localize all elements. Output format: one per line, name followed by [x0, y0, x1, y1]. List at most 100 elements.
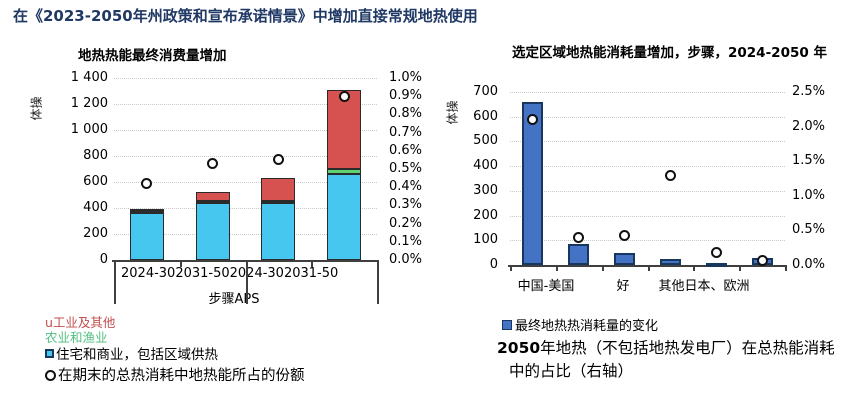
- legend-share-label: 在期末的总热消耗中地热能所占的份额: [58, 368, 305, 384]
- right-axis-tick-label: 0.2%: [389, 215, 423, 231]
- left-chart-y-axis-label: 体操: [29, 96, 44, 121]
- bar-segment: [195, 200, 230, 204]
- legend-residential-label: 住宅和商业，包括区域供热: [56, 347, 218, 363]
- share-dot: [527, 114, 539, 126]
- x-axis-label: 好: [616, 279, 630, 294]
- left-axis-tick-label: 400: [473, 158, 498, 174]
- left-axis-tick-label: 600: [473, 108, 498, 124]
- share-dot: [664, 169, 676, 181]
- x-axis-label: 2024-302031-502024-302031-50: [121, 266, 339, 281]
- x-axis-label: 中国-美国: [517, 279, 575, 294]
- left-axis-tick-label: 400: [83, 200, 108, 215]
- share-dot: [756, 254, 768, 266]
- left-axis-tick-label: 1 000: [70, 122, 108, 137]
- legend-industry-label: u工业及其他: [45, 315, 116, 330]
- x-axis-group-tick: [245, 260, 248, 304]
- legend-share-dot: 在期末的总热消耗中地热能所占的份额: [45, 364, 305, 385]
- x-axis-tick: [179, 260, 182, 267]
- bar-segment: [327, 174, 362, 260]
- x-axis-tick: [647, 265, 650, 271]
- bar: [659, 258, 681, 265]
- right-axis-tick-label: 0.5%: [389, 161, 423, 176]
- x-axis-group-tick: [377, 260, 379, 304]
- legend-agriculture-label: 农业和渔业: [45, 330, 108, 345]
- gridline: [510, 215, 785, 217]
- gridline: [510, 116, 785, 118]
- bar-segment: [129, 211, 164, 214]
- caption-year: 2050: [497, 339, 541, 357]
- bar-segment: [129, 208, 164, 212]
- gridline: [510, 92, 785, 93]
- right-axis-tick-label: 0.0%: [792, 257, 826, 272]
- legend-industry-and-others: u工业及其他: [45, 312, 115, 331]
- gridline: [510, 190, 785, 192]
- bar: [568, 243, 590, 265]
- page-title: 在《2023-2050年州政策和宣布承诺情景》中增加直接常规地热使用: [13, 7, 478, 25]
- bar: [614, 252, 636, 265]
- right-axis-tick-label: 1.0%: [792, 187, 826, 203]
- right-axis-tick-label: 0.9%: [389, 88, 423, 104]
- share-dot: [619, 229, 631, 241]
- right-axis-tick-label: 0.7%: [389, 124, 423, 140]
- right-axis-tick-label: 0.6%: [389, 142, 423, 158]
- left-chart-title: 地热热能最终消费量增加: [78, 48, 227, 64]
- right-axis-tick-label: 2.0%: [792, 118, 826, 134]
- bar-segment: [261, 203, 296, 260]
- right-axis-tick-label: 1.5%: [792, 153, 826, 169]
- bar-segment: [261, 200, 296, 204]
- gridline: [510, 141, 785, 143]
- right-axis-tick-label: 2.5%: [792, 84, 826, 99]
- caption-text: 年地热（不包括地热发电厂）在总热能消耗中的占比（右轴）: [509, 339, 835, 380]
- share-dot: [710, 247, 722, 259]
- legend-agriculture-fishery: 农业和渔业: [45, 327, 108, 346]
- right-axis-tick-label: 1.0%: [389, 70, 423, 85]
- left-axis-tick-label: 300: [473, 182, 498, 198]
- left-axis-tick-label: 700: [473, 84, 498, 99]
- x-axis-label: 步骤APS: [208, 292, 260, 307]
- x-axis-label: 其他日本、欧洲: [658, 279, 750, 294]
- left-axis-tick-label: 200: [473, 207, 498, 223]
- gridline: [510, 240, 785, 242]
- x-axis-group-tick: [114, 260, 116, 304]
- x-axis-tick: [601, 265, 604, 271]
- share-dot: [272, 154, 284, 166]
- left-axis-tick-label: 1 400: [70, 70, 108, 85]
- x-axis-tick: [510, 265, 512, 271]
- gridline: [510, 166, 785, 168]
- gridline: [114, 208, 377, 209]
- x-axis-tick: [739, 265, 742, 271]
- x-axis-tick: [555, 265, 558, 271]
- left-axis-tick-label: 500: [473, 133, 498, 149]
- bar: [522, 101, 544, 265]
- legend-final-consumption-label: 最终地热热消耗量的变化: [515, 319, 659, 334]
- residential-legend-square-icon: [45, 349, 54, 358]
- x-axis-tick: [311, 260, 314, 267]
- bar-legend-square-icon: [502, 320, 512, 330]
- right-axis-tick-label: 0.1%: [389, 233, 423, 249]
- gridline: [114, 156, 377, 157]
- gridline: [114, 130, 377, 131]
- left-axis-tick-label: 0: [99, 252, 108, 267]
- gridline: [114, 234, 377, 235]
- right-chart-title: 选定区域地热能消耗量增加，步骤，2024-2050 年: [512, 45, 827, 61]
- bar-segment: [327, 169, 362, 175]
- left-axis-tick-label: 200: [83, 226, 108, 241]
- gridline: [114, 104, 377, 105]
- bar-segment: [195, 192, 230, 201]
- share-dot: [573, 231, 585, 243]
- share-dot-legend-icon: [45, 370, 56, 381]
- left-axis-tick-label: 100: [473, 232, 498, 248]
- share-dot: [338, 90, 350, 102]
- left-axis-tick-label: 1 200: [70, 96, 108, 111]
- legend-final-consumption-change: 最终地热热消耗量的变化: [502, 315, 658, 334]
- x-axis-tick: [785, 265, 787, 271]
- legend-residential-commercial: 住宅和商业，包括区域供热: [45, 343, 218, 363]
- right-axis-tick-label: 0.5%: [792, 222, 826, 238]
- left-axis-tick-label: 0: [489, 257, 498, 272]
- x-axis-tick: [693, 265, 696, 271]
- right-axis-tick-label: 0.4%: [389, 179, 423, 195]
- bar-segment: [195, 203, 230, 260]
- bar: [705, 263, 727, 268]
- bar-segment: [129, 213, 164, 260]
